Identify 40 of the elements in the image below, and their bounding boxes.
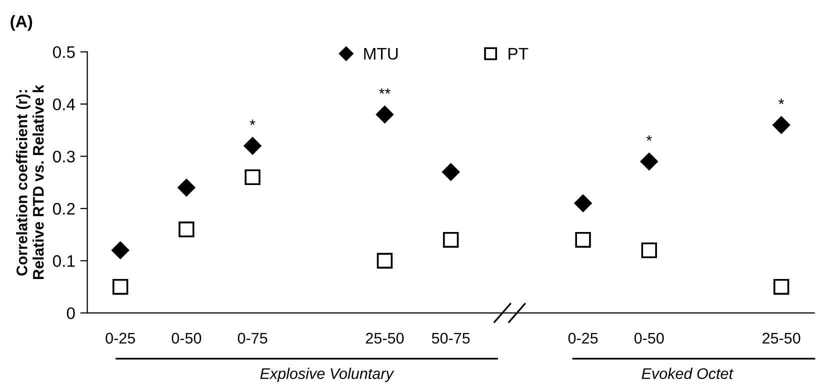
point — [641, 242, 657, 258]
point — [112, 242, 130, 260]
point — [442, 163, 460, 181]
point — [772, 116, 790, 134]
x-tick-label: 25-50 — [366, 332, 404, 344]
data-label: * — [778, 98, 784, 104]
point — [376, 106, 394, 124]
point — [773, 279, 790, 295]
y-tick-label: 0.2 — [52, 202, 75, 215]
point — [640, 152, 658, 170]
x-tick-label: 0-75 — [238, 332, 268, 344]
legend-label: PT — [508, 48, 528, 60]
data-label: ** — [379, 88, 390, 94]
text: Explosive Voluntary — [260, 368, 394, 382]
x-tick-label: 0-50 — [634, 332, 664, 344]
text: Evoked Octet — [642, 368, 734, 380]
point — [112, 279, 128, 295]
point — [178, 178, 196, 196]
legend-label: MTU — [364, 48, 398, 60]
data-label: * — [250, 120, 256, 126]
point — [442, 232, 459, 248]
x-tick-label: 0-25 — [568, 332, 598, 344]
x-tick-label: 0-50 — [172, 332, 202, 344]
point — [376, 252, 393, 269]
point — [575, 232, 591, 248]
x-tick-label: 0-25 — [106, 332, 136, 344]
x-tick-label: 50-75 — [432, 332, 470, 344]
y-tick-label: 0 — [66, 307, 75, 320]
y-tick-label: 0.1 — [52, 255, 75, 267]
point — [244, 169, 260, 186]
x-tick-label: 25-50 — [762, 332, 800, 344]
point — [574, 194, 592, 212]
point — [178, 222, 194, 238]
point — [244, 137, 262, 155]
data-label: * — [646, 135, 652, 141]
y-tick-label: 0.4 — [52, 98, 76, 110]
y-tick-label: 0.5 — [52, 46, 75, 58]
y-axis-title: Correlation coefficient (r): Relative RTD vs. Relative k — [16, 84, 44, 280]
y-tick-label: 0.3 — [52, 150, 75, 162]
chart-title: (A) — [10, 15, 32, 31]
